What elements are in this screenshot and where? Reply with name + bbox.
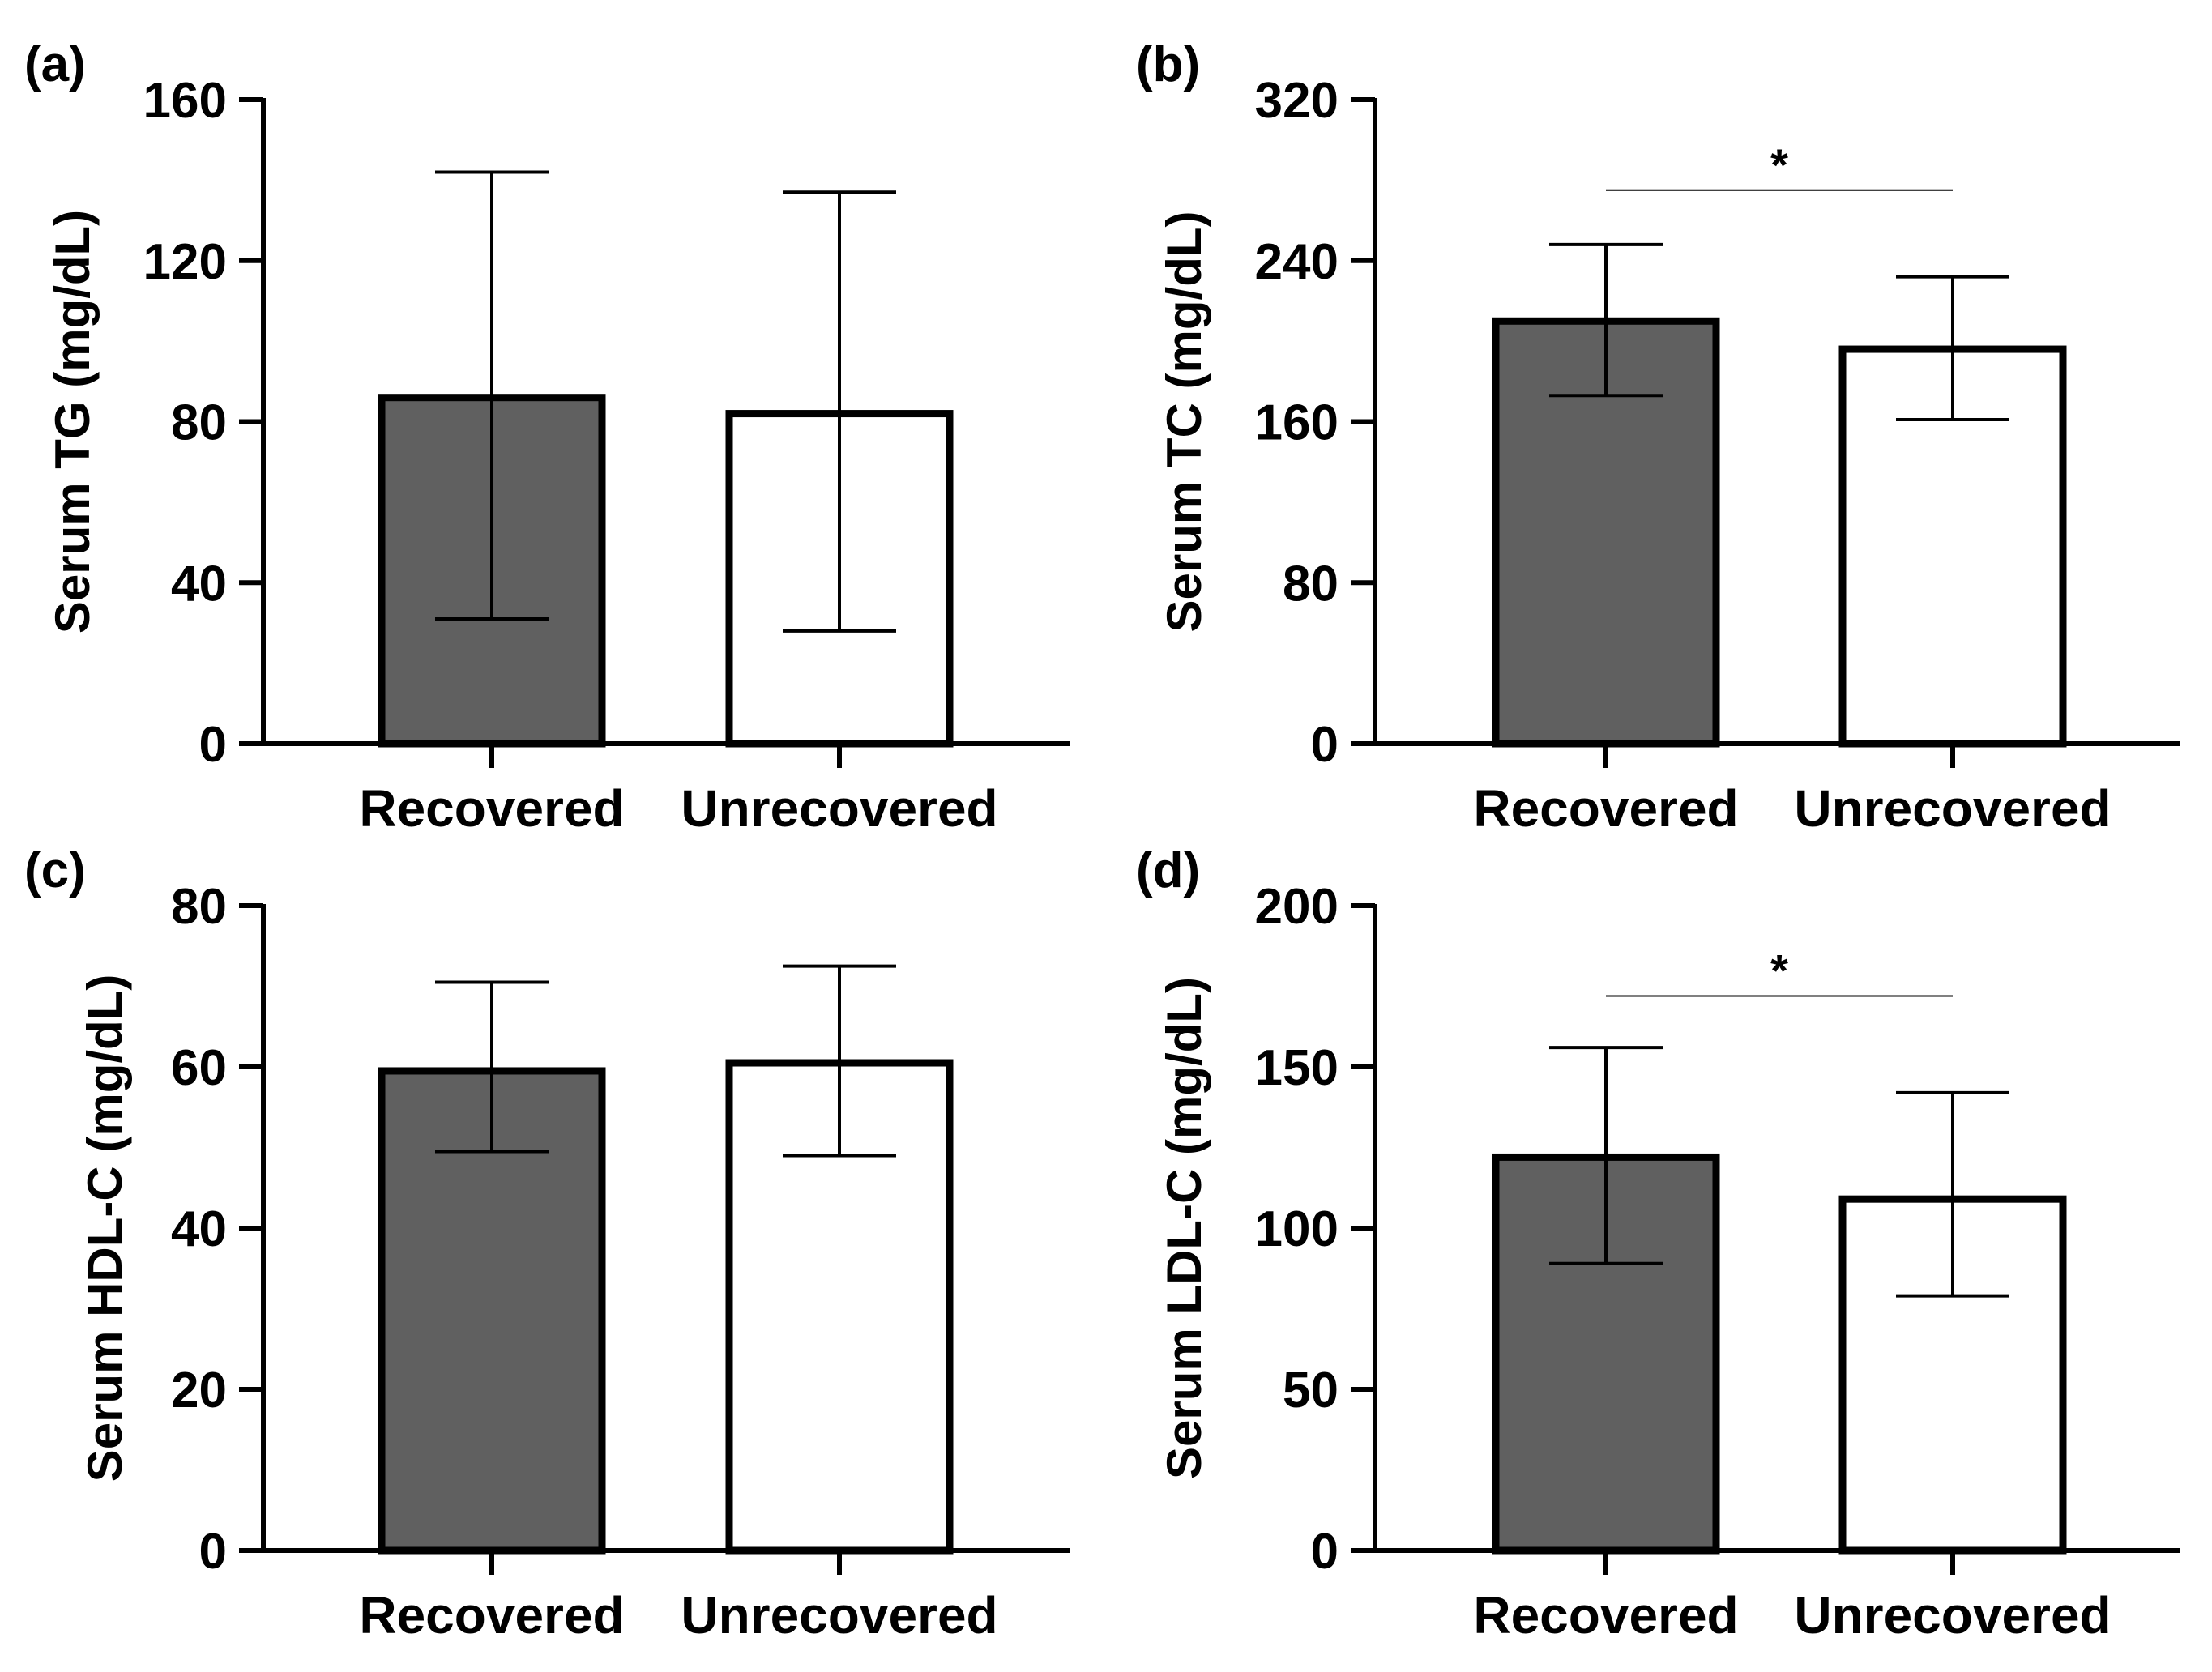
y-axis-title: Serum HDL-C (mg/dL) (78, 975, 132, 1482)
y-tick-label: 150 (1255, 1040, 1339, 1096)
panel-label: (b) (1136, 36, 1200, 92)
chart-panel: (a) 0 40 80 120 160 Recovered Unrecovered Serum … (24, 36, 1070, 838)
x-tick-label: Recovered (1473, 779, 1738, 838)
y-tick-label: 50 (1283, 1363, 1339, 1418)
y-tick-label: 120 (143, 234, 227, 290)
x-tick-label: Recovered (359, 1586, 624, 1644)
significance-label: * (1770, 139, 1788, 190)
chart-panel: (b) 0 80 160 240 320 Recovered Unrecovered Serum… (1136, 36, 2180, 838)
y-tick-label: 40 (171, 556, 227, 612)
y-tick-label: 0 (199, 717, 227, 773)
y-tick-label: 0 (199, 1524, 227, 1580)
x-tick-label: Recovered (359, 779, 624, 838)
y-axis-title: Serum TG (mg/dL) (45, 210, 100, 633)
y-axis-title: Serum LDL-C (mg/dL) (1157, 977, 1211, 1479)
y-tick-label: 240 (1255, 234, 1339, 290)
y-tick-label: 160 (1255, 395, 1339, 451)
x-tick-label: Unrecovered (681, 1586, 997, 1644)
y-tick-label: 0 (1311, 717, 1339, 773)
chart-panel: (c) 0 20 40 60 80 Recovered Unrecovered Serum HD… (24, 842, 1070, 1644)
x-tick-label: Unrecovered (1794, 1586, 2111, 1644)
y-tick-label: 160 (143, 73, 227, 129)
panel-label: (d) (1136, 842, 1200, 898)
y-tick-label: 80 (171, 879, 227, 935)
y-tick-label: 60 (171, 1040, 227, 1096)
y-tick-label: 200 (1255, 879, 1339, 935)
chart-panel: (d) 0 50 100 150 200 Recovered Unrecovered Serum… (1136, 842, 2180, 1644)
x-tick-label: Unrecovered (681, 779, 997, 838)
x-tick-label: Recovered (1473, 1586, 1738, 1644)
y-tick-label: 40 (171, 1201, 227, 1257)
y-tick-label: 100 (1255, 1201, 1339, 1257)
significance-label: * (1770, 945, 1788, 996)
x-tick-label: Unrecovered (1794, 779, 2111, 838)
y-axis-title: Serum TC (mg/dL) (1157, 211, 1211, 633)
y-tick-label: 20 (171, 1363, 227, 1418)
y-tick-label: 80 (171, 395, 227, 451)
y-tick-label: 0 (1311, 1524, 1339, 1580)
y-tick-label: 80 (1283, 556, 1339, 612)
y-tick-label: 320 (1255, 73, 1339, 129)
panel-label: (a) (24, 36, 86, 92)
panel-label: (c) (24, 842, 86, 898)
